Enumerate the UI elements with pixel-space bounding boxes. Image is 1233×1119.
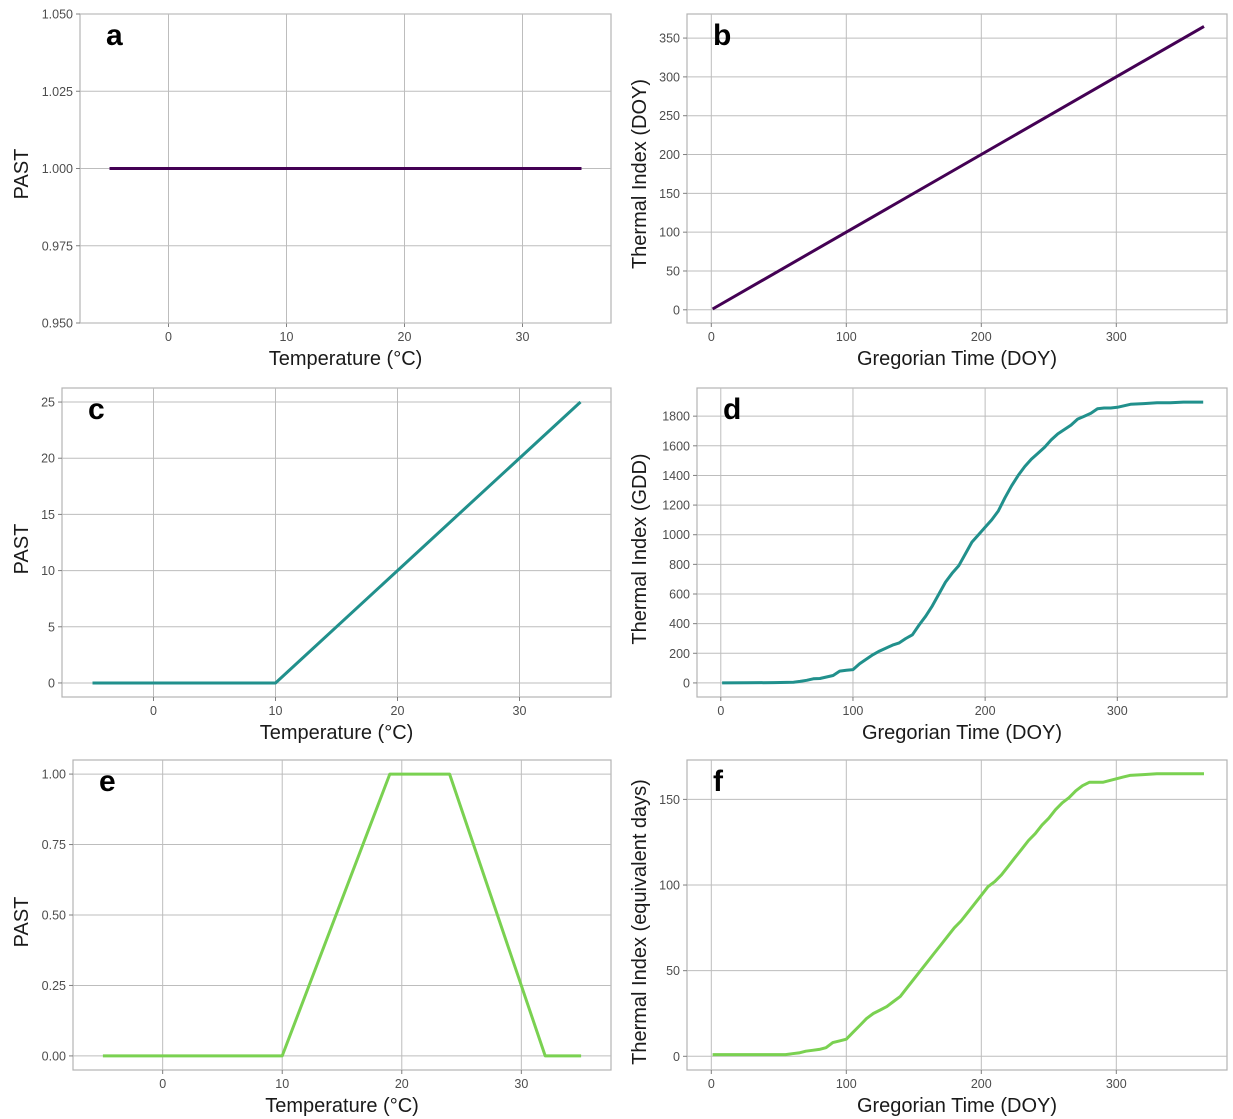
panel-d-y-tick-label: 600 [669,588,690,602]
panel-a: 0 10 20 30 0.950 0.975 1.000 1.025 1.050 a Tempera… [11,8,612,370]
panel-d-plot-area [696,387,1228,698]
panel-a-y-tick-label: 1.025 [42,85,73,99]
panel-e-y-tick-label: 0.50 [42,909,66,923]
panel-b-y-tick-label: 150 [659,187,680,201]
panel-f-x-tick-label: 0 [708,1077,715,1091]
panel-c-y-tick-label: 10 [41,564,55,578]
panel-b-y-tick-label: 50 [666,264,680,278]
panel-f-x-axis-label: Gregorian Time (DOY) [857,1095,1057,1117]
panel-e-x-axis-label: Temperature (°C) [265,1095,419,1117]
panel-d: 0 100 200 300 0 200 400 600 800 1000 1200 1400 1600 1… [629,387,1228,744]
panel-d-y-tick-label: 1200 [662,499,690,513]
panel-b-x-tick-label: 300 [1106,330,1127,344]
panel-c-x-axis-label: Temperature (°C) [260,722,414,744]
panel-d-y-tick-label: 800 [669,558,690,572]
panel-f-plot-area [686,759,1228,1071]
panel-d-x-tick-label: 0 [717,704,724,718]
panel-c-y-tick-label: 25 [41,396,55,410]
panel-b-y-tick-label: 200 [659,148,680,162]
panel-c-x-tick-label: 0 [150,704,157,718]
panel-b-y-tick-label: 300 [659,70,680,84]
panel-d-y-tick-label: 1000 [662,528,690,542]
panel-f-series-line [712,772,1204,1057]
panel-c-x-tick-label: 20 [391,704,405,718]
panel-e-x-tick-label: 0 [159,1077,166,1091]
panel-f-y-tick-label: 100 [659,879,680,893]
panel-a-x-axis-label: Temperature (°C) [269,348,423,370]
panel-f-x-tick-label: 200 [971,1077,992,1091]
panel-d-x-tick-label: 100 [843,704,864,718]
panel-e-y-tick-label: 0.00 [42,1049,66,1063]
panel-e-y-tick-label: 0.75 [42,838,66,852]
panel-f-x-tick-label: 100 [836,1077,857,1091]
panel-a-y-axis-label: PAST [11,149,33,200]
panel-e-tag: e [99,765,116,798]
panel-f-tag: f [713,765,724,798]
panel-b-y-tick-label: 100 [659,226,680,240]
panel-c-y-tick-label: 15 [41,508,55,522]
panel-b: 0 100 200 300 0 50 100 150 200 250 300 350 b Gregoria… [629,13,1228,370]
panel-c-x-tick-label: 30 [513,704,527,718]
panel-f-y-tick-label: 150 [659,793,680,807]
panel-c-plot-area [61,387,612,698]
panel-d-x-tick-label: 300 [1107,704,1128,718]
panel-e-y-axis-label: PAST [11,897,33,948]
panel-a-y-tick-label: 1.050 [42,8,73,22]
panel-b-y-tick-label: 0 [673,303,680,317]
panel-a-x-tick-label: 20 [398,330,412,344]
panel-d-series-line [722,400,1204,685]
panel-e: 0 10 20 30 0.00 0.25 0.50 0.75 1.00 e Temperature … [11,759,612,1117]
panel-f: 0 100 200 300 0 50 100 150 f Gregorian Time (DOY)… [629,759,1228,1117]
panel-f-y-tick-label: 50 [666,964,680,978]
panel-a-y-tick-label: 0.975 [42,239,73,253]
panel-c-y-tick-label: 0 [48,676,55,690]
panel-a-x-tick-label: 30 [516,330,530,344]
panel-e-y-tick-label: 0.25 [42,979,66,993]
panel-b-series-line [711,25,1205,311]
panel-e-y-tick-label: 1.00 [42,768,66,782]
panel-e-series-line [102,772,582,1058]
panel-d-x-axis-label: Gregorian Time (DOY) [862,722,1062,744]
panel-e-x-tick-label: 20 [395,1077,409,1091]
panel-a-x-tick-label: 0 [165,330,172,344]
panel-d-y-axis-label: Thermal Index (GDD) [629,453,651,644]
panel-b-tag: b [713,19,731,52]
panel-c-y-tick-label: 5 [48,620,55,634]
panel-d-x-tick-label: 200 [975,704,996,718]
panel-f-y-tick-label: 0 [673,1050,680,1064]
panel-a-tag: a [106,19,123,52]
panel-d-y-tick-label: 400 [669,617,690,631]
panel-f-y-axis-label: Thermal Index (equivalent days) [629,779,651,1065]
panel-b-y-tick-label: 250 [659,109,680,123]
panel-b-x-tick-label: 200 [971,330,992,344]
panel-c-y-axis-label: PAST [11,524,33,575]
panel-d-y-tick-label: 200 [669,647,690,661]
panel-d-y-tick-label: 1600 [662,439,690,453]
panel-d-y-tick-label: 1800 [662,410,690,424]
panel-a-y-tick-label: 1.000 [42,162,73,176]
panel-c-tag: c [88,393,105,426]
panel-c-y-tick-label: 20 [41,452,55,466]
panel-b-x-tick-label: 0 [708,330,715,344]
panel-a-x-tick-label: 10 [280,330,294,344]
panel-d-y-tick-label: 1400 [662,469,690,483]
panel-b-y-axis-label: Thermal Index (DOY) [629,79,651,269]
panel-b-y-tick-label: 350 [659,32,680,46]
panel-e-x-tick-label: 30 [514,1077,528,1091]
panel-e-x-tick-label: 10 [275,1077,289,1091]
panel-d-y-tick-label: 0 [683,676,690,690]
panel-a-y-tick-label: 0.950 [42,317,73,331]
panel-c-series-line [92,400,582,685]
panel-c: 0 10 20 30 0 5 10 15 20 25 c Temperature (°C) PAST [11,387,612,744]
panel-f-x-tick-label: 300 [1106,1077,1127,1091]
panel-b-x-tick-label: 100 [836,330,857,344]
panel-c-x-tick-label: 10 [269,704,283,718]
panel-d-tag: d [723,393,741,426]
panel-b-x-axis-label: Gregorian Time (DOY) [857,348,1057,370]
